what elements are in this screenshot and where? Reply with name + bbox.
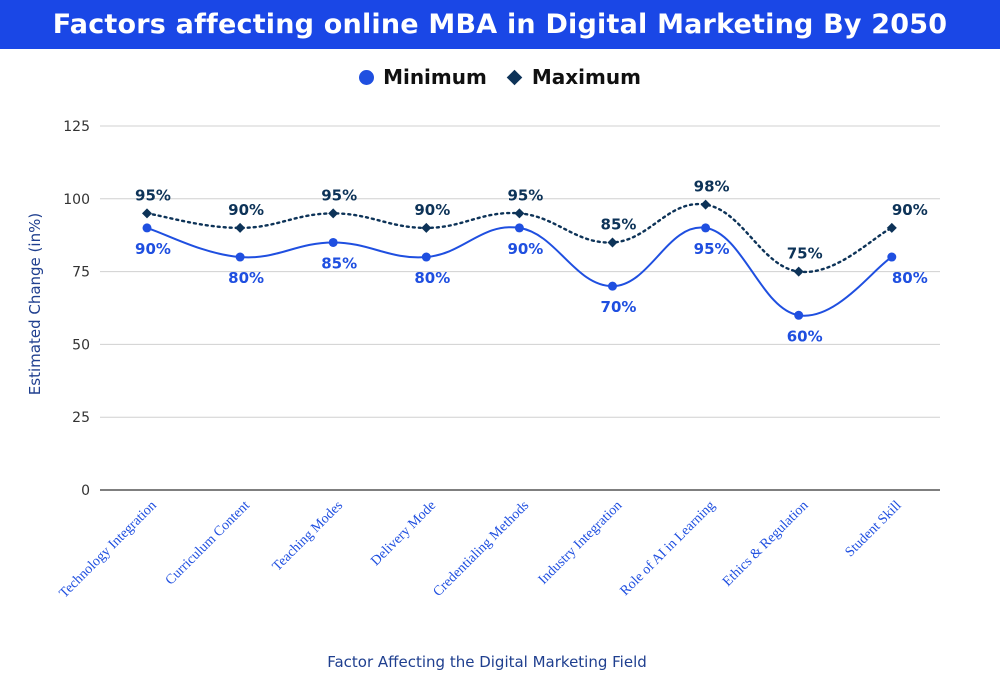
marker-minimum[interactable] [142, 223, 152, 233]
x-tick-label: Credentialing Methods [431, 498, 533, 600]
marker-minimum[interactable] [887, 252, 897, 262]
x-tick-label: Teaching Modes [270, 498, 346, 574]
data-label-minimum: 95% [694, 240, 730, 258]
y-tick-label: 50 [72, 337, 90, 353]
x-tick-label: Role of AI in Learning [618, 498, 719, 599]
series-markers [142, 199, 897, 320]
legend-item-maximum[interactable]: Maximum [506, 65, 641, 89]
x-tick-labels: Technology Integration Curriculum Content… [57, 498, 905, 601]
series-lines [145, 202, 893, 317]
marker-maximum[interactable] [886, 222, 897, 233]
data-label-minimum: 80% [892, 269, 928, 287]
y-axis-title: Estimated Change (in%) [26, 213, 44, 395]
marker-minimum[interactable] [235, 252, 245, 262]
gridlines [100, 125, 940, 491]
y-tick-label: 75 [72, 265, 90, 281]
x-tick-label: Student Skill [843, 498, 905, 560]
data-label-maximum: 85% [601, 215, 637, 233]
y-tick-labels: 0 25 50 75 100 125 [63, 119, 90, 499]
legend-circle-icon [359, 69, 375, 85]
marker-maximum[interactable] [793, 266, 804, 277]
marker-minimum[interactable] [328, 237, 338, 247]
marker-maximum[interactable] [700, 199, 711, 210]
x-axis-title: Factor Affecting the Digital Marketing F… [327, 653, 647, 671]
data-label-minimum: 80% [228, 269, 264, 287]
series-line-minimum [146, 226, 893, 317]
marker-maximum[interactable] [328, 208, 339, 219]
marker-maximum[interactable] [607, 237, 618, 248]
data-label-maximum: 90% [228, 201, 264, 219]
y-tick-label: 0 [81, 483, 90, 499]
data-label-maximum: 75% [787, 245, 823, 263]
chart-title: Factors affecting online MBA in Digital … [0, 0, 1000, 49]
marker-minimum[interactable] [701, 223, 711, 233]
data-label-minimum: 90% [135, 240, 171, 258]
x-tick-label: Curriculum Content [163, 498, 253, 588]
data-label-maximum: 98% [694, 178, 730, 196]
series-line-maximum [145, 202, 893, 274]
y-tick-label: 125 [63, 119, 90, 135]
x-tick-label: Technology Integration [57, 498, 160, 601]
data-label-minimum: 70% [601, 298, 637, 316]
legend-label-minimum: Minimum [383, 65, 487, 89]
data-label-maximum: 95% [135, 186, 171, 204]
marker-minimum[interactable] [794, 310, 804, 320]
marker-maximum[interactable] [421, 222, 432, 233]
marker-minimum[interactable] [421, 252, 431, 262]
legend-label-maximum: Maximum [531, 65, 641, 89]
legend-item-minimum[interactable]: Minimum [359, 65, 487, 89]
data-labels: 90% 80% 85% 80% 90% 70% 95% 60% 80% 95% 90% 95% 90% 9… [135, 178, 928, 346]
data-label-maximum: 95% [321, 186, 357, 204]
x-tick-label: Industry Integration [536, 498, 626, 588]
data-label-minimum: 60% [787, 327, 823, 345]
y-tick-label: 100 [63, 192, 90, 208]
marker-maximum[interactable] [142, 208, 152, 219]
data-label-minimum: 90% [507, 240, 543, 258]
data-label-minimum: 85% [321, 254, 357, 272]
x-tick-label: Delivery Mode [368, 498, 439, 569]
marker-minimum[interactable] [608, 281, 617, 291]
data-label-maximum: 95% [507, 186, 543, 204]
data-label-minimum: 80% [414, 269, 450, 287]
marker-maximum[interactable] [235, 222, 246, 233]
marker-minimum[interactable] [514, 223, 524, 233]
x-tick-label: Ethics & Regulation [720, 498, 811, 589]
data-label-maximum: 90% [892, 201, 928, 219]
y-tick-label: 25 [72, 410, 90, 426]
legend: Minimum Maximum [0, 62, 1000, 92]
marker-maximum[interactable] [514, 208, 525, 219]
data-label-maximum: 90% [414, 201, 450, 219]
